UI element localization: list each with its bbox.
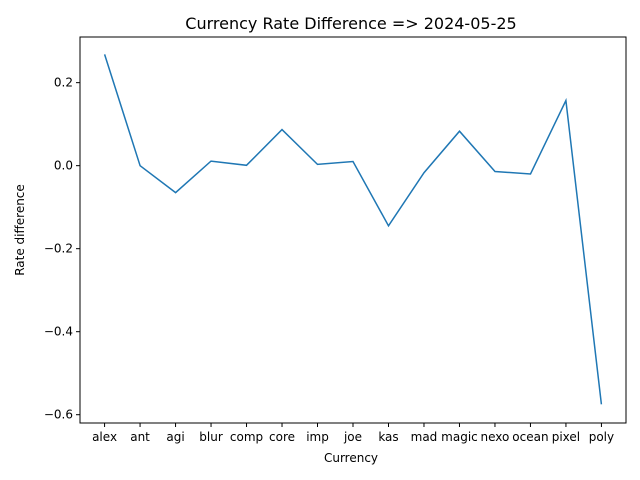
- x-tick-label: joe: [343, 430, 362, 444]
- x-tick-label: mad: [411, 430, 438, 444]
- x-tick-label: poly: [589, 430, 614, 444]
- x-tick-label: imp: [306, 430, 329, 444]
- x-tick-label: kas: [378, 430, 398, 444]
- y-axis-label: Rate difference: [13, 184, 27, 276]
- x-tick-label: magic: [441, 430, 478, 444]
- y-tick-label: −0.6: [44, 408, 73, 422]
- x-tick-label: agi: [166, 430, 184, 444]
- x-tick-label: comp: [230, 430, 263, 444]
- y-tick-label: 0.2: [54, 76, 73, 90]
- y-axis: −0.6 −0.4 −0.2 0.0 0.2: [44, 76, 80, 422]
- x-tick-label: nexo: [481, 430, 510, 444]
- x-axis: alex ant agi blur comp core imp joe kas mad magic n…: [92, 423, 614, 444]
- x-tick-label: pixel: [552, 430, 580, 444]
- y-tick-label: −0.4: [44, 325, 73, 339]
- x-tick-label: blur: [199, 430, 223, 444]
- chart-title: Currency Rate Difference => 2024-05-25: [185, 14, 516, 33]
- x-tick-label: alex: [92, 430, 117, 444]
- x-tick-label: ocean: [512, 430, 548, 444]
- x-axis-label: Currency: [324, 451, 378, 465]
- series-line: [103, 54, 603, 405]
- x-tick-label: ant: [130, 430, 150, 444]
- plot-area: [79, 36, 627, 424]
- y-tick-label: −0.2: [44, 242, 73, 256]
- x-tick-label: core: [269, 430, 295, 444]
- y-tick-label: 0.0: [54, 159, 73, 173]
- plot-frame: [79, 36, 627, 424]
